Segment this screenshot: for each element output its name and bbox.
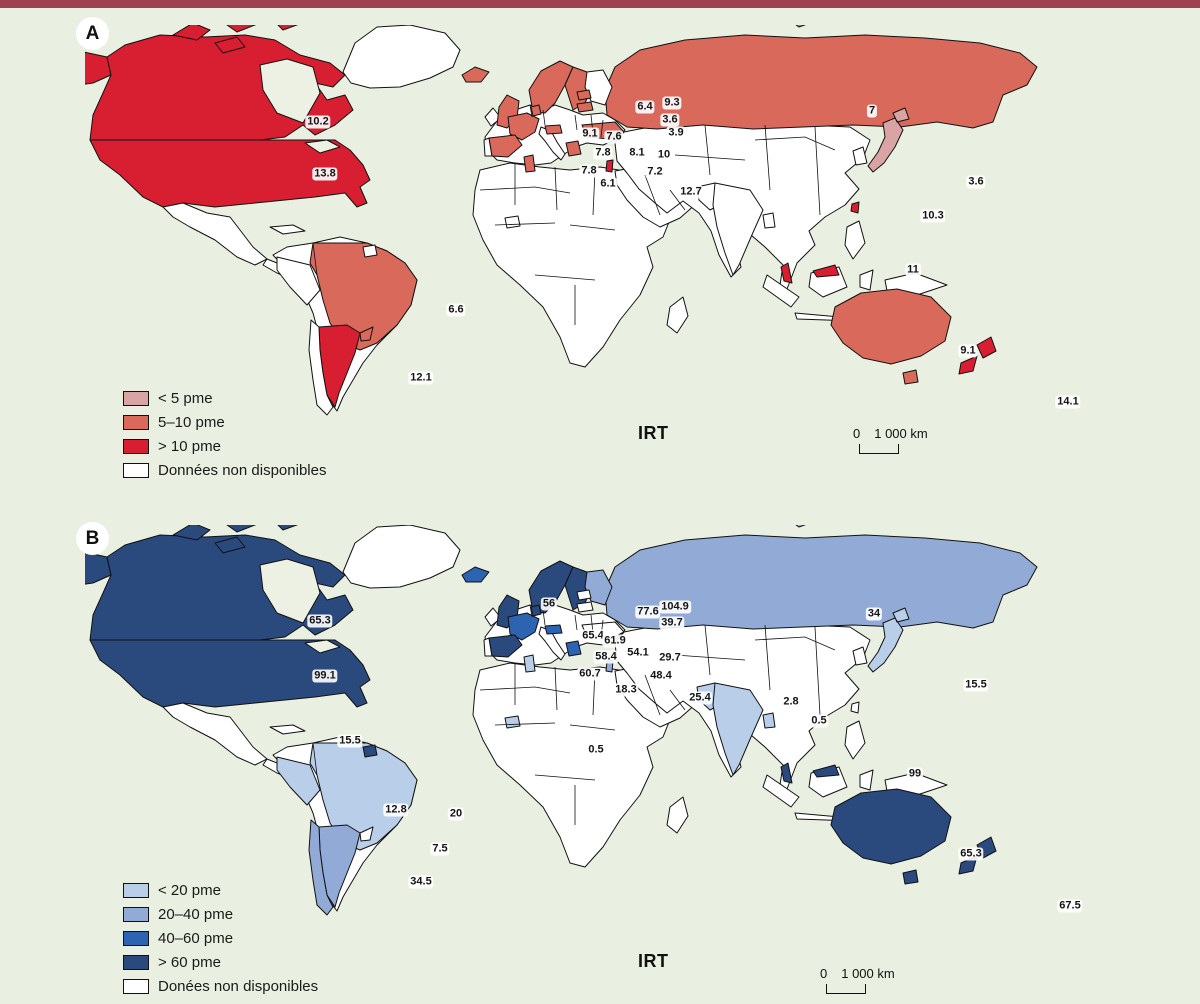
legend-swatch: [123, 883, 149, 898]
scale-distance: 1 000 km: [874, 426, 928, 441]
scale-bracket-icon: [826, 984, 866, 994]
legend-swatch: [123, 955, 149, 970]
legend-swatch: [123, 463, 149, 478]
legend-row: > 60 pme: [123, 954, 318, 971]
legend-swatch: [123, 907, 149, 922]
scale-bracket-icon: [859, 444, 899, 454]
legend-swatch: [123, 931, 149, 946]
legend-row: < 20 pme: [123, 882, 318, 899]
legend-label: Données non disponibles: [158, 462, 327, 479]
legend-label: > 60 pme: [158, 954, 221, 971]
scale-text-b: 0 1 000 km: [820, 966, 895, 981]
legend-label: > 10 pme: [158, 438, 221, 455]
scale-zero: 0: [820, 966, 828, 981]
scale-text-a: 0 1 000 km: [853, 426, 928, 441]
scale-bar-b: 0 1 000 km: [820, 966, 895, 994]
legend-row: Données non disponibles: [123, 462, 326, 479]
legend-label: 5–10 pme: [158, 414, 225, 431]
map-title-b: IRT: [638, 951, 669, 971]
legend-swatch: [123, 391, 149, 406]
legend-label: < 20 pme: [158, 882, 221, 899]
legend-label: 20–40 pme: [158, 906, 234, 923]
panel-letter-a: A: [76, 17, 109, 50]
legend-a: < 5 pme 5–10 pme > 10 pme Données non dispo…: [123, 390, 326, 479]
top-border-bar: [0, 0, 1200, 8]
legend-swatch: [123, 439, 149, 454]
legend-row: 40–60 pme: [123, 930, 318, 947]
legend-swatch: [123, 415, 149, 430]
legend-row: 5–10 pme: [123, 414, 326, 431]
scale-distance: 1 000 km: [841, 966, 895, 981]
legend-label: 40–60 pme: [158, 930, 234, 947]
panel-letter-b: B: [76, 522, 109, 555]
legend-b: < 20 pme 20–40 pme 40–60 pme > 60 pme Donées…: [123, 882, 318, 995]
legend-label: < 5 pme: [158, 390, 213, 407]
legend-row: Donées non disponibles: [123, 978, 318, 995]
legend-swatch: [123, 979, 149, 994]
legend-row: 20–40 pme: [123, 906, 318, 923]
legend-label: Donées non disponibles: [158, 978, 319, 995]
map-title-a: IRT: [638, 423, 669, 443]
legend-row: > 10 pme: [123, 438, 326, 455]
legend-row: < 5 pme: [123, 390, 326, 407]
scale-bar-a: 0 1 000 km: [853, 426, 928, 454]
scale-zero: 0: [853, 426, 861, 441]
